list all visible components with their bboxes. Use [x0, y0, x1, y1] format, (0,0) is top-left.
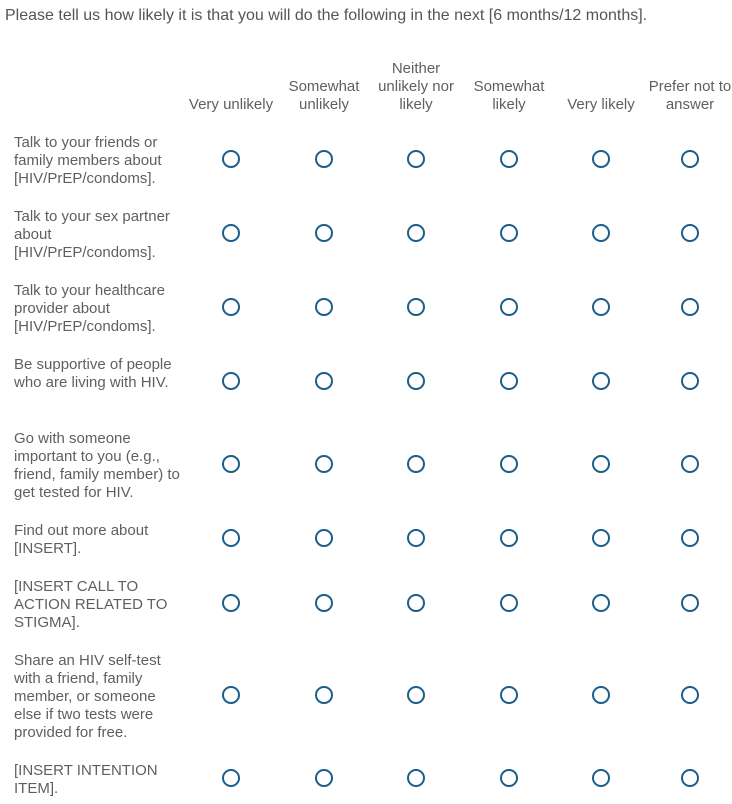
radio-intention-somewhat-likely[interactable] [500, 769, 518, 787]
radio-go-with-somewhat-unlikely[interactable] [315, 455, 333, 473]
radio-friends-family-somewhat-unlikely[interactable] [315, 150, 333, 168]
radio-supportive-prefer-not[interactable] [681, 372, 699, 390]
radio-find-out-prefer-not[interactable] [681, 529, 699, 547]
radio-healthcare-very-unlikely[interactable] [222, 298, 240, 316]
radio-supportive-neither[interactable] [407, 372, 425, 390]
radio-healthcare-somewhat-likely[interactable] [500, 298, 518, 316]
radio-go-with-prefer-not[interactable] [681, 455, 699, 473]
radio-share-test-somewhat-unlikely[interactable] [315, 686, 333, 704]
row-label-go-with-someone: Go with someone important to you (e.g., … [14, 430, 180, 501]
row-label-friends-family: Talk to your friends or family members a… [14, 134, 162, 187]
radio-healthcare-very-likely[interactable] [592, 298, 610, 316]
row-label-healthcare-provider: Talk to your healthcare provider about [… [14, 282, 165, 335]
row-label-find-out-more: Find out more about [INSERT]. [14, 522, 149, 557]
row-label-call-to-action: [INSERT CALL TO ACTION RELATED TO STIGMA… [14, 578, 168, 631]
radio-call-to-action-somewhat-likely[interactable] [500, 594, 518, 612]
radio-healthcare-somewhat-unlikely[interactable] [315, 298, 333, 316]
col-header-somewhat-unlikely: Somewhat unlikely [288, 78, 360, 113]
radio-friends-family-very-likely[interactable] [592, 150, 610, 168]
radio-share-test-neither[interactable] [407, 686, 425, 704]
radio-call-to-action-prefer-not[interactable] [681, 594, 699, 612]
radio-go-with-very-likely[interactable] [592, 455, 610, 473]
radio-friends-family-prefer-not[interactable] [681, 150, 699, 168]
radio-call-to-action-very-likely[interactable] [592, 594, 610, 612]
radio-find-out-somewhat-likely[interactable] [500, 529, 518, 547]
radio-friends-family-somewhat-likely[interactable] [500, 150, 518, 168]
radio-share-test-prefer-not[interactable] [681, 686, 699, 704]
radio-friends-family-neither[interactable] [407, 150, 425, 168]
radio-friends-family-very-unlikely[interactable] [222, 150, 240, 168]
radio-sex-partner-somewhat-likely[interactable] [500, 224, 518, 242]
radio-intention-neither[interactable] [407, 769, 425, 787]
row-label-sex-partner: Talk to your sex partner about [HIV/PrEP… [14, 208, 170, 261]
radio-sex-partner-somewhat-unlikely[interactable] [315, 224, 333, 242]
radio-find-out-very-unlikely[interactable] [222, 529, 240, 547]
radio-intention-prefer-not[interactable] [681, 769, 699, 787]
radio-find-out-somewhat-unlikely[interactable] [315, 529, 333, 547]
radio-call-to-action-somewhat-unlikely[interactable] [315, 594, 333, 612]
col-header-very-unlikely: Very unlikely [188, 96, 274, 113]
radio-go-with-somewhat-likely[interactable] [500, 455, 518, 473]
radio-sex-partner-neither[interactable] [407, 224, 425, 242]
radio-supportive-somewhat-likely[interactable] [500, 372, 518, 390]
radio-healthcare-neither[interactable] [407, 298, 425, 316]
radio-go-with-very-unlikely[interactable] [222, 455, 240, 473]
radio-supportive-very-likely[interactable] [592, 372, 610, 390]
col-header-neither: Neither unlikely nor likely [378, 60, 454, 113]
radio-sex-partner-very-unlikely[interactable] [222, 224, 240, 242]
radio-go-with-neither[interactable] [407, 455, 425, 473]
row-label-share-self-test: Share an HIV self-test with a friend, fa… [14, 652, 161, 741]
row-label-intention-item: [INSERT INTENTION ITEM]. [14, 762, 158, 797]
radio-intention-somewhat-unlikely[interactable] [315, 769, 333, 787]
radio-sex-partner-very-likely[interactable] [592, 224, 610, 242]
col-header-very-likely: Very likely [567, 96, 635, 113]
radio-find-out-neither[interactable] [407, 529, 425, 547]
row-label-supportive: Be supportive of people who are living w… [14, 356, 172, 391]
radio-call-to-action-neither[interactable] [407, 594, 425, 612]
radio-intention-very-likely[interactable] [592, 769, 610, 787]
col-header-somewhat-likely: Somewhat likely [473, 78, 545, 113]
question-text: Please tell us how likely it is that you… [5, 7, 648, 24]
radio-intention-very-unlikely[interactable] [222, 769, 240, 787]
radio-supportive-somewhat-unlikely[interactable] [315, 372, 333, 390]
radio-call-to-action-very-unlikely[interactable] [222, 594, 240, 612]
radio-sex-partner-prefer-not[interactable] [681, 224, 699, 242]
radio-find-out-very-likely[interactable] [592, 529, 610, 547]
radio-share-test-somewhat-likely[interactable] [500, 686, 518, 704]
col-header-prefer-not: Prefer not to answer [648, 78, 732, 113]
radio-share-test-very-unlikely[interactable] [222, 686, 240, 704]
radio-supportive-very-unlikely[interactable] [222, 372, 240, 390]
radio-share-test-very-likely[interactable] [592, 686, 610, 704]
radio-healthcare-prefer-not[interactable] [681, 298, 699, 316]
